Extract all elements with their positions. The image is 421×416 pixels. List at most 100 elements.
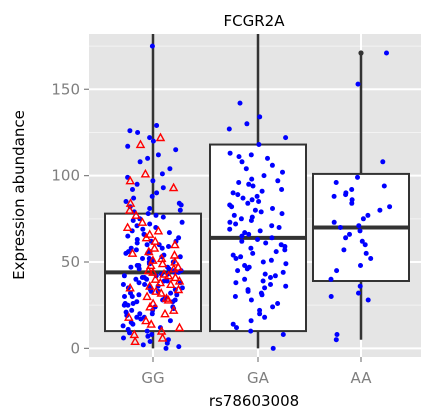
data-point-blue <box>333 337 339 343</box>
data-point-blue <box>236 180 242 185</box>
data-point-blue <box>130 301 136 306</box>
data-point-blue <box>328 294 334 299</box>
x-tick-label: GA <box>247 369 270 387</box>
data-point-blue <box>257 311 263 317</box>
data-point-blue <box>269 223 275 229</box>
data-point-blue <box>235 268 241 274</box>
data-point-red <box>151 286 161 295</box>
data-point-blue <box>259 188 265 194</box>
data-point-blue <box>133 276 139 282</box>
data-point-blue <box>131 195 137 201</box>
data-point-blue <box>174 292 180 298</box>
data-point-blue <box>250 250 256 256</box>
data-point-red <box>143 265 154 275</box>
data-point-blue <box>142 282 148 287</box>
data-point-blue <box>125 233 131 239</box>
data-point-blue <box>275 178 281 184</box>
data-point-blue <box>268 282 273 287</box>
data-point-blue <box>226 126 232 132</box>
data-point-red <box>157 332 168 342</box>
data-point-blue <box>244 266 250 272</box>
data-point-blue <box>242 263 248 268</box>
data-point-blue <box>177 207 183 213</box>
data-point-blue <box>363 250 369 256</box>
data-point-blue <box>150 138 156 144</box>
data-point-blue <box>147 135 153 141</box>
data-point-blue <box>233 256 239 261</box>
data-point-blue <box>381 183 387 189</box>
y-axis-title: Expression abundance <box>10 110 28 280</box>
data-point-blue <box>283 261 289 267</box>
data-point-blue <box>230 321 236 327</box>
data-point-blue <box>355 174 360 180</box>
data-point-blue <box>233 280 239 286</box>
data-point-blue <box>328 276 334 282</box>
data-point-red <box>166 279 176 288</box>
data-point-blue <box>252 207 258 213</box>
data-point-blue <box>160 185 166 191</box>
data-point-blue <box>362 242 368 248</box>
data-point-blue <box>176 344 182 350</box>
data-point-red <box>155 277 166 287</box>
data-point-blue <box>359 238 365 244</box>
data-point-red <box>122 222 133 232</box>
data-point-blue <box>176 235 182 241</box>
data-point-blue <box>246 231 252 237</box>
data-point-red <box>125 282 135 292</box>
data-point-blue <box>134 237 140 242</box>
data-point-blue <box>237 100 243 106</box>
outlier-point <box>358 50 364 56</box>
data-point-blue <box>275 301 281 306</box>
data-point-blue <box>149 311 155 317</box>
data-point-blue <box>248 218 254 223</box>
data-point-blue <box>261 173 267 179</box>
data-point-blue <box>134 314 140 320</box>
data-point-blue <box>235 192 241 198</box>
data-point-blue <box>360 216 366 222</box>
data-point-blue <box>270 206 275 211</box>
data-point-blue <box>245 200 251 206</box>
data-point-blue <box>134 181 140 187</box>
data-point-blue <box>270 304 276 310</box>
data-point-blue <box>263 240 269 246</box>
data-point-blue <box>254 193 260 199</box>
data-point-blue <box>331 219 337 225</box>
data-point-red <box>150 236 160 245</box>
data-point-blue <box>147 339 153 344</box>
data-point-blue <box>265 155 270 161</box>
data-point-blue <box>243 166 249 172</box>
data-point-blue <box>130 321 136 327</box>
data-point-blue <box>262 271 268 277</box>
data-point-blue <box>239 233 245 239</box>
data-point-blue <box>227 219 233 225</box>
data-point-red <box>161 293 172 302</box>
data-point-blue <box>260 259 266 265</box>
data-point-red <box>140 168 151 178</box>
data-point-red <box>146 260 156 269</box>
data-point-red <box>168 305 179 314</box>
data-point-red <box>141 315 151 325</box>
data-point-blue <box>234 325 239 331</box>
x-axis-title: rs78603008 <box>209 392 299 410</box>
data-point-blue <box>127 128 133 134</box>
data-point-blue <box>129 294 135 299</box>
data-point-blue <box>230 190 236 196</box>
data-point-blue <box>276 225 282 230</box>
data-point-red <box>174 275 185 285</box>
data-point-red <box>170 272 181 282</box>
data-point-blue <box>163 345 169 351</box>
data-point-blue <box>233 221 239 227</box>
data-point-blue <box>280 269 286 275</box>
data-point-red <box>144 246 154 256</box>
data-point-red <box>168 182 179 192</box>
data-point-blue <box>154 190 160 196</box>
data-point-red <box>130 336 140 345</box>
data-point-blue <box>144 276 150 282</box>
data-point-blue <box>140 342 146 348</box>
data-point-blue <box>149 193 155 199</box>
data-point-blue <box>280 169 285 175</box>
data-point-red <box>156 326 167 335</box>
data-point-blue <box>250 183 256 189</box>
data-point-blue <box>333 180 339 185</box>
data-point-blue <box>256 142 262 147</box>
